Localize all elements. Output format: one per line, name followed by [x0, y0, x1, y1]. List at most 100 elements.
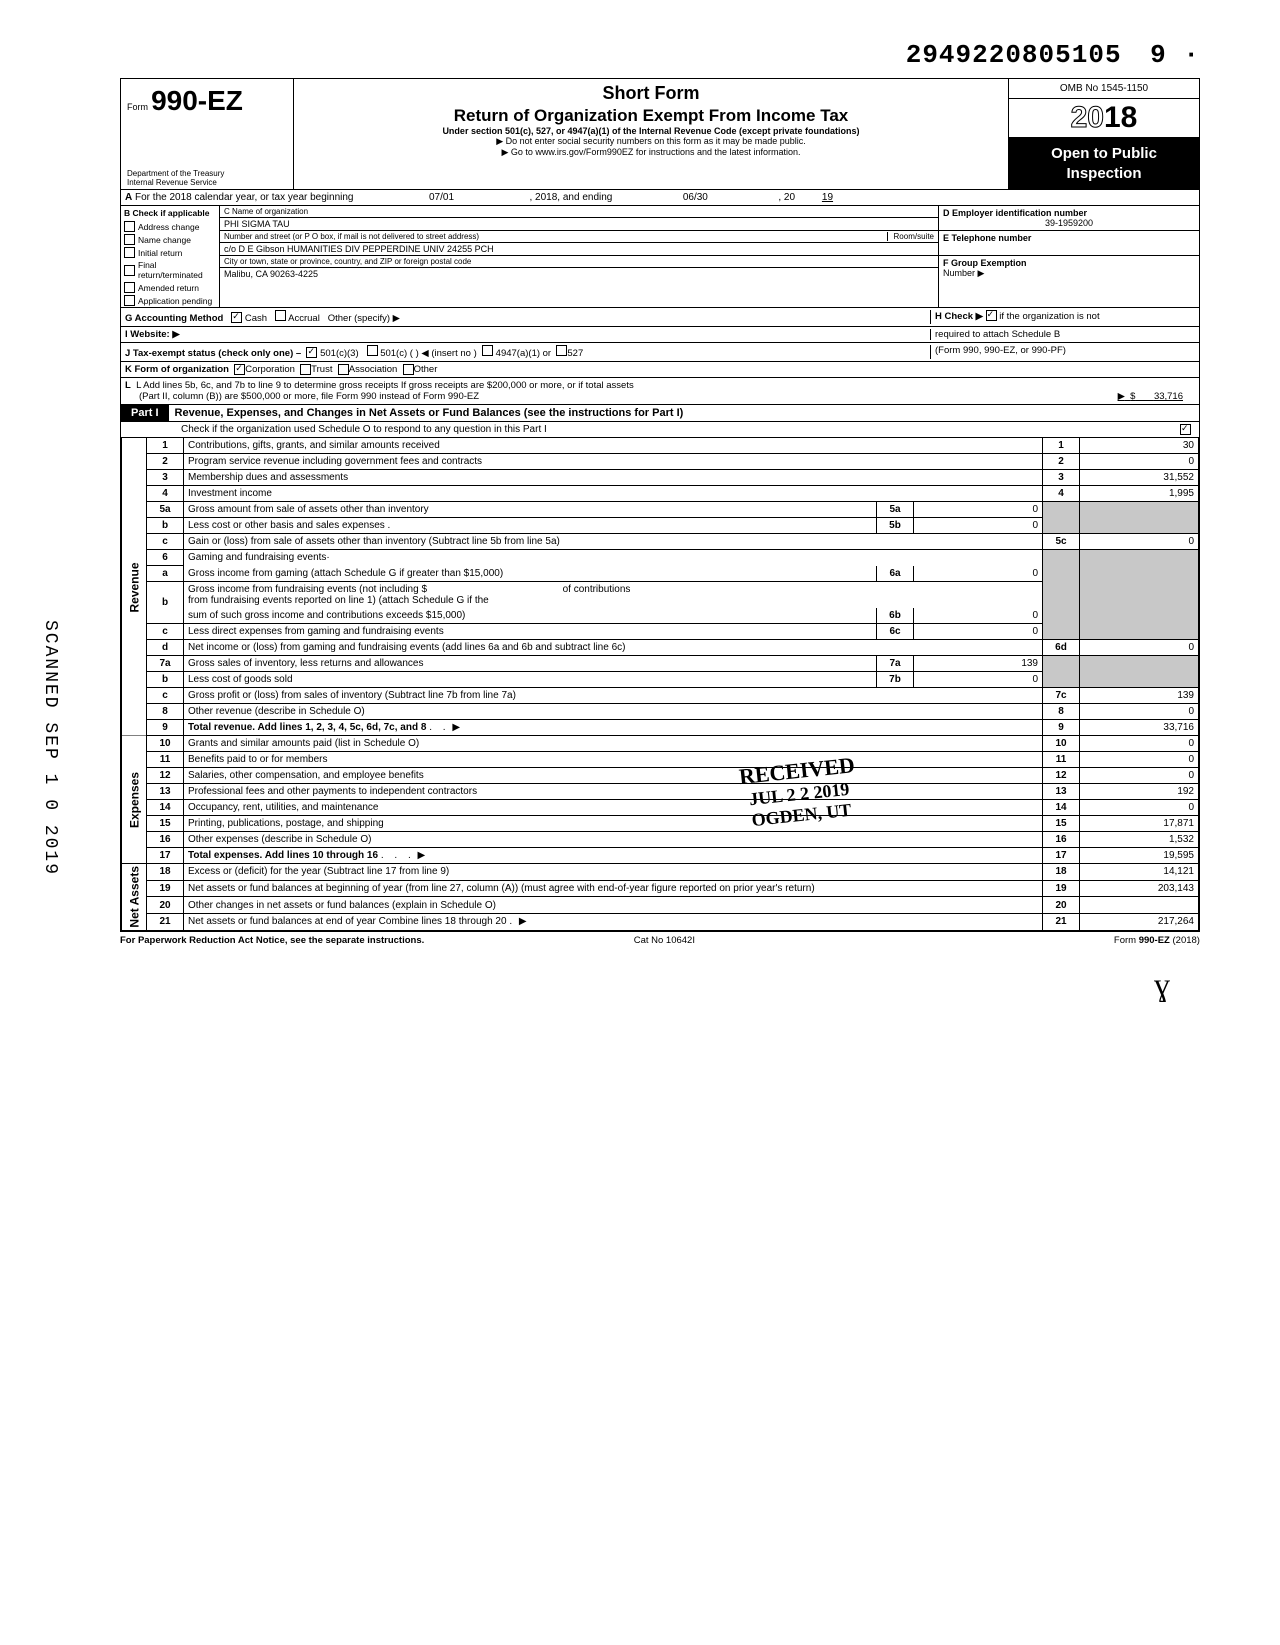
accounting-method-label: G Accounting Method [125, 313, 223, 324]
group-exempt-label: F Group Exemption [943, 258, 1027, 268]
line-desc: Total expenses. Add lines 10 through 16 … [184, 848, 1043, 864]
line-9-text: Total revenue. Add lines 1, 2, 3, 4, 5c,… [188, 722, 426, 733]
form-container: Form 990-EZ Department of the Treasury I… [120, 78, 1200, 932]
opt-other: Other [414, 364, 438, 375]
sub-amt: 0 [914, 502, 1043, 518]
document-id: 2949220805105 9 · [120, 40, 1200, 70]
line-num: b [147, 582, 184, 624]
tax-year-end: 06/30 [616, 190, 774, 205]
chk-accrual[interactable] [275, 310, 286, 321]
grey-cell [1043, 502, 1080, 534]
footer-right: Form 990-EZ (2018) [1114, 935, 1200, 946]
sub-lbl: 6c [877, 624, 914, 640]
chk-schedule-o[interactable] [1180, 424, 1191, 435]
website-label: I Website: ▶ [125, 329, 180, 340]
row-a-suffix: , 20 [774, 190, 799, 205]
org-street: c/o D E Gibson HUMANITIES DIV PEPPERDINE… [224, 244, 494, 254]
line-desc: Investment income [184, 486, 1043, 502]
open-public-badge: Open to Public Inspection [1009, 138, 1199, 189]
chk-schedule-b[interactable] [986, 310, 997, 321]
line-desc: Gross income from fundraising events (no… [184, 582, 1043, 609]
chk-4947[interactable] [482, 345, 493, 356]
dollar-icon: $ [1130, 391, 1135, 402]
line-lbl: 14 [1043, 800, 1080, 816]
line-amt: 14,121 [1080, 864, 1199, 881]
footer: For Paperwork Reduction Act Notice, see … [120, 932, 1200, 946]
chk-corporation[interactable] [234, 364, 245, 375]
chk-final-return[interactable]: Final return/terminated [121, 259, 219, 281]
org-city: Malibu, CA 90263-4225 [224, 269, 318, 279]
line-amt: 0 [1080, 768, 1199, 784]
tax-exempt-label: J Tax-exempt status (check only one) – [125, 348, 301, 359]
line-desc: Less direct expenses from gaming and fun… [184, 624, 877, 640]
tax-year: 2018 [1009, 99, 1199, 138]
line-num: 19 [147, 880, 184, 897]
line-desc: Contributions, gifts, grants, and simila… [184, 438, 1043, 454]
grey-cell [1080, 502, 1199, 534]
grey-cell [1043, 656, 1080, 688]
chk-application-pending[interactable]: Application pending [121, 294, 219, 307]
chk-cash[interactable] [231, 312, 242, 323]
line-amt: 0 [1080, 640, 1199, 656]
row-g: G Accounting Method Cash Accrual Other (… [121, 308, 1199, 327]
line-num: 17 [147, 848, 184, 864]
form-number: 990-EZ [151, 85, 243, 116]
chk-initial-return[interactable]: Initial return [121, 246, 219, 259]
ein-label: D Employer identification number [943, 208, 1087, 218]
h-text-2: required to attach Schedule B [930, 329, 1195, 340]
line-lbl: 11 [1043, 752, 1080, 768]
lines-table: Revenue 1 Contributions, gifts, grants, … [121, 438, 1199, 931]
footer-left: For Paperwork Reduction Act Notice, see … [120, 935, 424, 946]
line-desc: Occupancy, rent, utilities, and maintena… [184, 800, 1043, 816]
line-lbl: 17 [1043, 848, 1080, 864]
group-exempt-number: Number ▶ [943, 268, 984, 278]
section-net-assets: Net Assets [122, 864, 147, 931]
chk-name-change[interactable]: Name change [121, 233, 219, 246]
sub-amt: 0 [914, 608, 1043, 624]
gross-receipts-amount: 33,716 [1154, 391, 1183, 402]
line-num: 21 [147, 913, 184, 930]
line-amt: 19,595 [1080, 848, 1199, 864]
line-21-text: Net assets or fund balances at end of ye… [188, 916, 507, 927]
line-lbl: 7c [1043, 688, 1080, 704]
chk-association[interactable] [338, 364, 349, 375]
chk-501c[interactable] [367, 345, 378, 356]
opt-527: 527 [567, 348, 583, 359]
line-num: c [147, 688, 184, 704]
doc-id-number: 2949220805105 [906, 40, 1122, 70]
chk-amended-return[interactable]: Amended return [121, 281, 219, 294]
col-b: B Check if applicable Address change Nam… [121, 206, 220, 307]
line-desc: Less cost or other basis and sales expen… [184, 518, 877, 534]
grey-cell [1043, 550, 1080, 640]
line-desc: Other changes in net assets or fund bala… [184, 897, 1043, 914]
short-form-label: Short Form [302, 83, 1000, 104]
chk-501c3[interactable] [306, 347, 317, 358]
line-lbl: 5c [1043, 534, 1080, 550]
sub-amt: 0 [914, 518, 1043, 534]
line-amt: 0 [1080, 704, 1199, 720]
line-num: c [147, 534, 184, 550]
line-desc: Excess or (deficit) for the year (Subtra… [184, 864, 1043, 881]
chk-other-org[interactable] [403, 364, 414, 375]
line-desc: Other expenses (describe in Schedule O) [184, 832, 1043, 848]
line-lbl: 2 [1043, 454, 1080, 470]
line-amt: 0 [1080, 534, 1199, 550]
tax-year-begin: 07/01 [358, 190, 526, 205]
chk-label: Final return/terminated [138, 260, 216, 280]
chk-address-change[interactable]: Address change [121, 220, 219, 233]
line-num: a [147, 566, 184, 582]
line-17-text: Total expenses. Add lines 10 through 16 [188, 850, 378, 861]
sub-amt: 0 [914, 566, 1043, 582]
opt-corp: Corporation [245, 364, 295, 375]
line-lbl: 10 [1043, 736, 1080, 752]
line-num: 7a [147, 656, 184, 672]
checkbox-icon [124, 234, 135, 245]
part-i-badge: Part I [121, 405, 169, 421]
line-desc: Gross profit or (loss) from sales of inv… [184, 688, 1043, 704]
line-desc: Net assets or fund balances at beginning… [184, 880, 1043, 897]
line-6b-2: from fundraising events reported on line… [188, 595, 489, 606]
h-text-1: if the organization is not [999, 311, 1099, 322]
chk-trust[interactable] [300, 364, 311, 375]
chk-527[interactable] [556, 345, 567, 356]
arrow-icon: ▶ [1118, 391, 1125, 402]
